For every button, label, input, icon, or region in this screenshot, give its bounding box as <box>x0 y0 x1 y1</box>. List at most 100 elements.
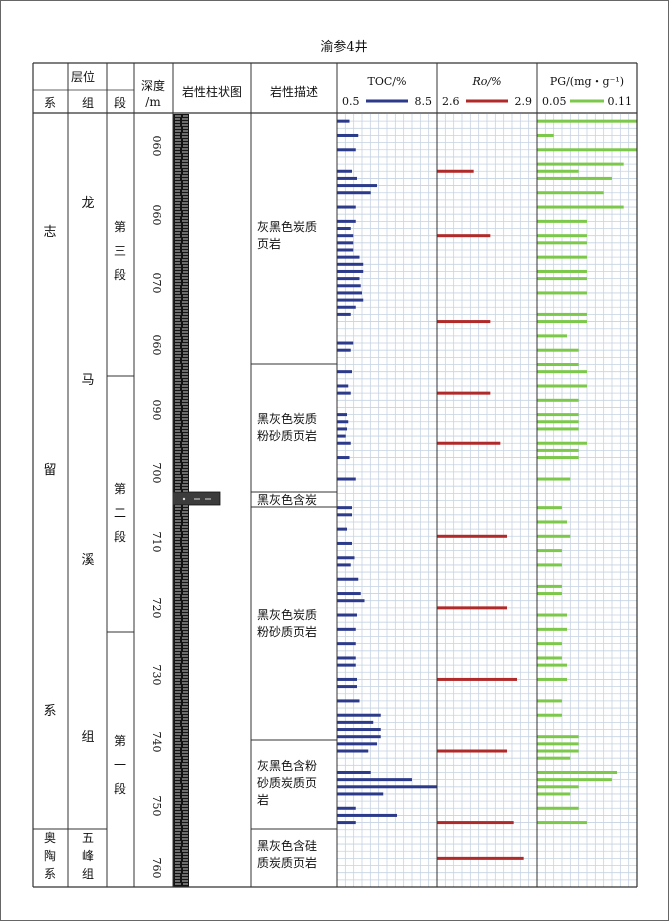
bar-pg <box>537 642 562 646</box>
bar-pg <box>537 398 579 402</box>
bar-toc <box>337 720 374 724</box>
table-lines <box>32 62 638 888</box>
depth-tick-label: 730 <box>150 665 163 686</box>
bar-pg <box>537 520 567 524</box>
bar-toc <box>337 277 360 281</box>
system-char: 留 <box>43 463 56 478</box>
bar-ro <box>437 169 474 173</box>
bar-pg <box>537 713 562 717</box>
bar-pg <box>537 320 587 324</box>
bar-toc <box>337 176 357 180</box>
bar-toc <box>337 305 356 309</box>
bar-pg <box>537 384 587 388</box>
formation-lower-char: 五 <box>82 831 94 845</box>
bar-pg <box>537 413 579 417</box>
bar-pg <box>537 241 587 245</box>
bar-pg <box>537 785 579 789</box>
depth-tick-label: 060 <box>150 335 163 356</box>
bar-pg <box>537 742 579 746</box>
bar-ro <box>437 391 491 395</box>
bar-ro <box>437 749 507 753</box>
bar-pg <box>537 735 579 739</box>
bar-pg <box>537 613 567 617</box>
bar-toc <box>337 699 360 703</box>
bar-toc <box>337 133 359 137</box>
bar-pg <box>537 770 617 774</box>
bar-pg <box>537 821 587 825</box>
track-max-toc: 8.5 <box>415 95 433 108</box>
bar-toc <box>337 348 351 352</box>
bar-toc <box>337 613 357 617</box>
bar-toc <box>337 269 364 273</box>
formation-char: 马 <box>81 373 94 388</box>
bar-toc <box>337 770 371 774</box>
bar-toc <box>337 184 377 188</box>
bar-toc <box>337 312 351 316</box>
member-label-char: 段 <box>114 267 126 282</box>
bar-toc <box>337 735 381 739</box>
member-label-char: 段 <box>114 529 126 544</box>
bar-pg <box>537 792 571 796</box>
formation-char: 组 <box>81 730 94 745</box>
system-lower-char: 奥 <box>44 831 56 845</box>
bar-pg <box>537 205 624 209</box>
depth-tick-label: 760 <box>150 858 163 879</box>
bar-toc <box>337 248 354 252</box>
bar-toc <box>337 477 356 481</box>
bar-ro <box>437 441 501 445</box>
depth-tick-label: 700 <box>150 463 163 484</box>
bar-toc <box>337 556 355 560</box>
bar-toc <box>337 742 377 746</box>
bar-pg <box>537 778 612 782</box>
header-depth: 深度 <box>141 78 165 93</box>
bar-pg <box>537 592 562 596</box>
system-char: 系 <box>43 704 56 719</box>
bar-toc <box>337 241 354 245</box>
bar-pg <box>537 506 562 510</box>
formation-lower-char: 峰 <box>82 849 94 863</box>
lith-description-line: 质炭质页岩 <box>257 855 317 870</box>
lith-dot <box>182 497 186 501</box>
lith-description-line: 黑灰色含炭 <box>257 492 317 507</box>
bar-toc <box>337 284 361 288</box>
lith-description-line: 粉砂质页岩 <box>257 624 317 639</box>
bar-pg <box>537 699 562 703</box>
bar-pg <box>537 441 587 445</box>
bar-pg <box>537 234 587 238</box>
chart-title: 渝参4井 <box>320 39 367 55</box>
bar-toc <box>337 685 357 689</box>
bar-toc <box>337 577 359 581</box>
bar-pg <box>537 119 637 123</box>
header-cengwei: 层位 <box>71 69 95 84</box>
bar-pg <box>537 148 637 152</box>
bar-toc <box>337 513 352 517</box>
lith-description-line: 黑灰色炭质 <box>257 608 317 622</box>
header-lith-column: 岩性柱状图 <box>182 84 242 99</box>
bar-toc <box>337 119 350 123</box>
bar-pg <box>537 534 571 538</box>
bar-toc <box>337 298 364 302</box>
member-label-char: 一 <box>114 758 126 772</box>
bar-pg <box>537 191 604 195</box>
bar-toc <box>337 456 350 460</box>
bar-pg <box>537 133 554 137</box>
track-max-ro: 2.9 <box>515 95 533 108</box>
bar-toc <box>337 420 349 424</box>
track-min-ro: 2.6 <box>442 95 460 108</box>
bar-pg <box>537 584 562 588</box>
bar-pg <box>537 749 579 753</box>
bar-pg <box>537 420 579 424</box>
depth-tick-label: 750 <box>150 796 163 817</box>
bar-toc <box>337 413 347 417</box>
bar-ro <box>437 234 491 238</box>
bar-toc <box>337 785 437 789</box>
formation-lower-char: 组 <box>82 867 94 881</box>
bar-toc <box>337 205 356 209</box>
lith-description-line: 黑灰色含硅 <box>257 838 317 853</box>
bar-toc <box>337 255 360 259</box>
bar-pg <box>537 219 587 223</box>
track-title-ro: Ro/% <box>471 75 501 88</box>
bar-pg <box>537 427 579 431</box>
bar-pg <box>537 563 562 567</box>
bar-toc <box>337 813 397 817</box>
